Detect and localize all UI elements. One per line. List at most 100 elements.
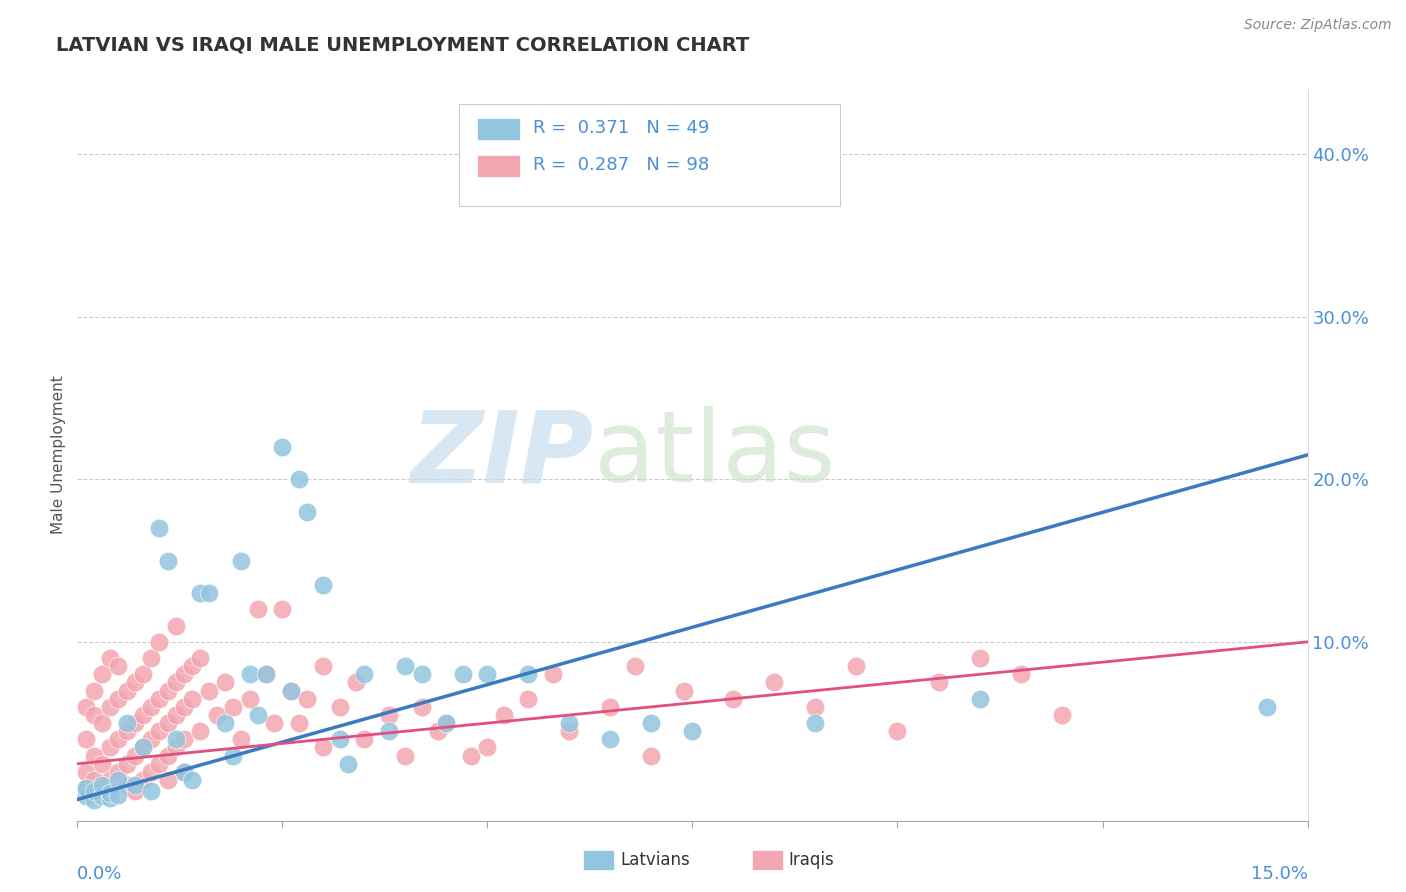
Point bbox=[295, 505, 318, 519]
Point bbox=[173, 732, 195, 747]
Point bbox=[288, 472, 311, 486]
Point bbox=[239, 691, 262, 706]
Point bbox=[124, 784, 146, 798]
Point bbox=[165, 675, 187, 690]
Point bbox=[141, 651, 163, 665]
Point bbox=[141, 764, 163, 779]
Point bbox=[83, 792, 105, 806]
Text: atlas: atlas bbox=[595, 407, 835, 503]
Point bbox=[599, 699, 621, 714]
Point bbox=[132, 667, 155, 681]
Point bbox=[107, 772, 129, 787]
Point bbox=[682, 724, 704, 739]
Point bbox=[98, 790, 121, 805]
Point bbox=[148, 635, 170, 649]
Point bbox=[451, 667, 474, 681]
Point bbox=[124, 675, 146, 690]
Point bbox=[411, 699, 433, 714]
Point bbox=[558, 724, 581, 739]
Point bbox=[148, 756, 170, 771]
Point bbox=[83, 708, 105, 723]
Point bbox=[107, 732, 129, 747]
Point bbox=[98, 786, 121, 800]
Point bbox=[886, 724, 908, 739]
Point bbox=[239, 667, 262, 681]
Point bbox=[156, 772, 179, 787]
Point bbox=[181, 659, 204, 673]
Point bbox=[181, 691, 204, 706]
Point bbox=[541, 667, 564, 681]
Point bbox=[378, 724, 401, 739]
Point bbox=[188, 586, 212, 600]
Point bbox=[1010, 667, 1032, 681]
Point bbox=[90, 756, 114, 771]
Point bbox=[115, 778, 138, 792]
Point bbox=[141, 784, 163, 798]
Point bbox=[640, 716, 662, 731]
Point bbox=[83, 683, 105, 698]
Point bbox=[969, 651, 991, 665]
Point bbox=[928, 675, 950, 690]
Point bbox=[132, 708, 155, 723]
Text: LATVIAN VS IRAQI MALE UNEMPLOYMENT CORRELATION CHART: LATVIAN VS IRAQI MALE UNEMPLOYMENT CORRE… bbox=[56, 36, 749, 54]
Point bbox=[90, 667, 114, 681]
Point bbox=[394, 748, 416, 763]
Point bbox=[98, 772, 121, 787]
Point bbox=[75, 732, 97, 747]
Point bbox=[624, 659, 647, 673]
Point bbox=[845, 659, 868, 673]
Point bbox=[337, 756, 360, 771]
Point bbox=[205, 708, 228, 723]
Point bbox=[156, 683, 179, 698]
Point bbox=[90, 778, 114, 792]
Point bbox=[173, 699, 195, 714]
Point bbox=[98, 699, 121, 714]
Point bbox=[231, 553, 253, 567]
Point bbox=[156, 553, 179, 567]
Point bbox=[436, 716, 458, 731]
Point bbox=[156, 748, 179, 763]
Point bbox=[477, 740, 499, 755]
Point bbox=[165, 708, 187, 723]
Point bbox=[188, 651, 212, 665]
Point bbox=[83, 784, 105, 798]
Point bbox=[115, 724, 138, 739]
Point bbox=[263, 716, 285, 731]
Point bbox=[165, 618, 187, 632]
Point bbox=[477, 667, 499, 681]
Point bbox=[411, 667, 433, 681]
Point bbox=[165, 740, 187, 755]
Text: Iraqis: Iraqis bbox=[789, 851, 835, 869]
Point bbox=[132, 772, 155, 787]
Point bbox=[329, 732, 352, 747]
Point bbox=[75, 789, 97, 804]
Point bbox=[75, 781, 97, 796]
Point bbox=[558, 716, 581, 731]
Point bbox=[148, 691, 170, 706]
Point bbox=[173, 667, 195, 681]
Point bbox=[517, 691, 540, 706]
Point bbox=[1256, 699, 1278, 714]
Point bbox=[804, 699, 827, 714]
Point bbox=[231, 732, 253, 747]
Bar bbox=[477, 155, 520, 177]
Point bbox=[156, 716, 179, 731]
Point bbox=[222, 748, 245, 763]
Point bbox=[969, 691, 991, 706]
Y-axis label: Male Unemployment: Male Unemployment bbox=[51, 376, 66, 534]
Point bbox=[188, 724, 212, 739]
Point bbox=[75, 764, 97, 779]
Text: 15.0%: 15.0% bbox=[1250, 864, 1308, 882]
Point bbox=[75, 781, 97, 796]
Point bbox=[107, 764, 129, 779]
Point bbox=[723, 691, 745, 706]
Point bbox=[141, 699, 163, 714]
Text: R =  0.371   N = 49: R = 0.371 N = 49 bbox=[533, 119, 709, 137]
Point bbox=[378, 708, 401, 723]
Point bbox=[353, 667, 375, 681]
Point bbox=[83, 748, 105, 763]
Point bbox=[673, 683, 696, 698]
Point bbox=[75, 699, 97, 714]
Point bbox=[312, 578, 335, 592]
Point bbox=[246, 602, 269, 616]
